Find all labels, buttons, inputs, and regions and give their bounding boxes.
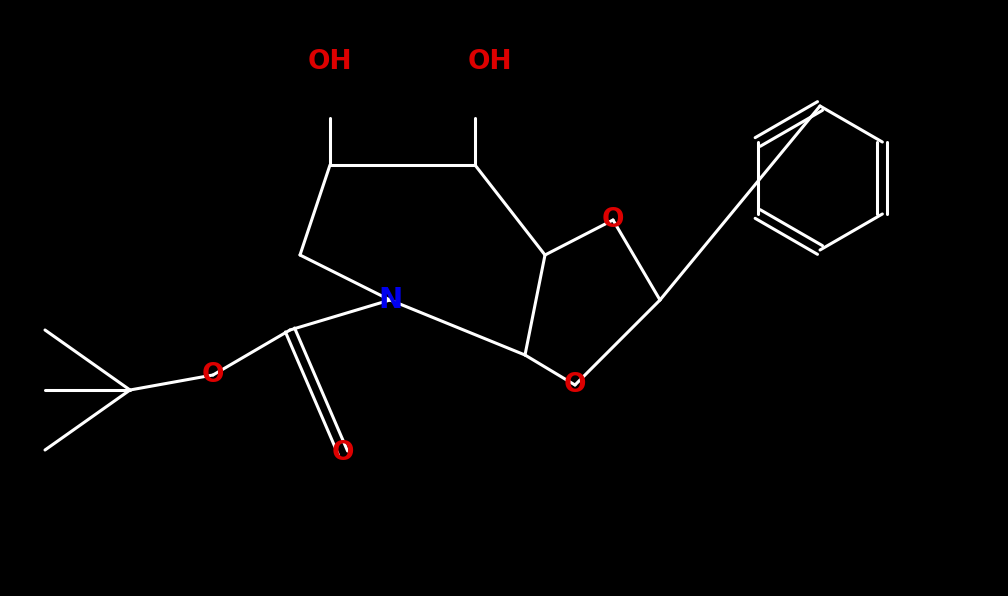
Text: OH: OH xyxy=(468,49,512,75)
Text: O: O xyxy=(563,372,587,398)
Text: N: N xyxy=(378,286,402,314)
Text: O: O xyxy=(202,362,224,388)
Text: O: O xyxy=(602,207,624,233)
Text: OH: OH xyxy=(307,49,352,75)
Text: O: O xyxy=(332,440,354,466)
